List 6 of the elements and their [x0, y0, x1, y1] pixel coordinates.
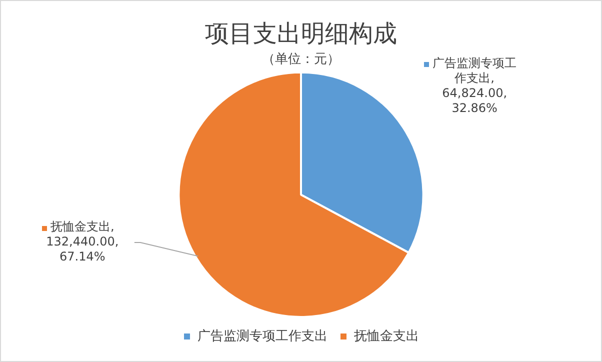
legend-label: 抚恤金支出	[353, 328, 419, 344]
chart-title: 项目支出明细构成	[205, 20, 397, 48]
data-label: 抚恤金支出, 132,440.00, 67.14%	[46, 220, 119, 264]
data-label: 广告监测专项工作支出, 64,824.00, 32.86%	[432, 56, 517, 115]
legend-label: 广告监测专项工作支出	[198, 328, 328, 344]
chart-subtitle: （单位：元）	[262, 52, 340, 67]
